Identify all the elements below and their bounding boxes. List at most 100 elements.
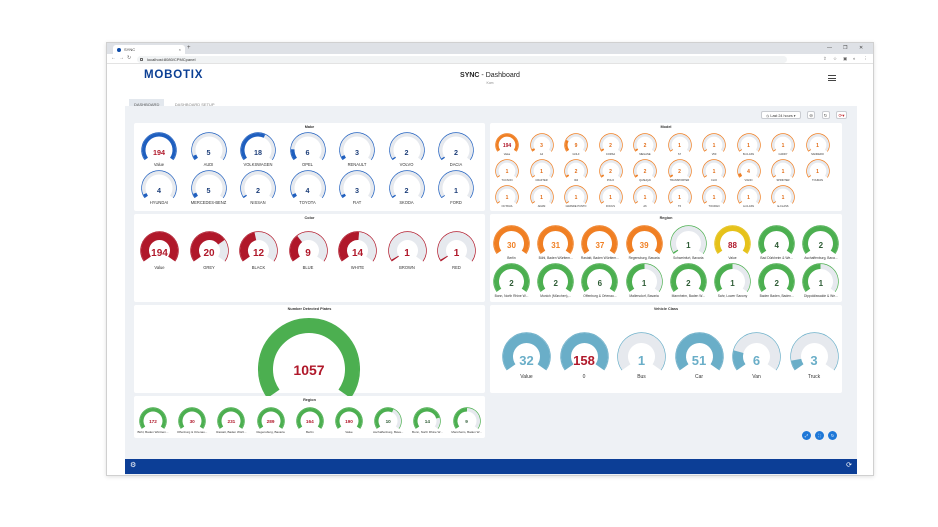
fullscreen-icon[interactable]: ⛶ [815, 431, 824, 440]
gauge[interactable]: 2 ID4 [564, 159, 588, 182]
gauge[interactable]: 1 Dippoldiswalde & We... [802, 263, 840, 298]
bookmark-star-icon[interactable]: ☆ [833, 56, 838, 61]
gauge[interactable]: 194 Value [141, 132, 177, 167]
gauge[interactable]: 4 TOYOTA [289, 170, 326, 205]
gauge[interactable]: 14 Bonn, North Rhine W... [412, 407, 443, 434]
gauge[interactable]: 194 Value [495, 133, 519, 156]
gauge[interactable]: 2 SKODA [388, 170, 425, 205]
gauge[interactable]: 1 ADAM [529, 185, 554, 208]
gauge[interactable]: 1 A-CLASS [736, 185, 761, 208]
gauge[interactable]: 12 BLACK [239, 231, 278, 270]
gauge[interactable]: 2 CORSA [598, 133, 623, 156]
gauge[interactable]: 18 VOLKSWAGEN [240, 132, 276, 167]
gauge[interactable]: 1 Schweinfurt, Bavaria [670, 225, 707, 260]
gauge[interactable]: 158 0 [559, 332, 609, 380]
gauge[interactable]: 9 Mannheim, Baden W... [451, 407, 482, 434]
gauge[interactable]: 1 S7 [667, 133, 692, 156]
browser-tab[interactable]: SYNC × [113, 45, 185, 54]
gauge[interactable]: 172 Bühl, Baden Württem... [137, 407, 169, 434]
gauge[interactable]: 1 Bus [617, 332, 666, 380]
gauge[interactable]: 88 Value [714, 225, 751, 260]
time-range-select[interactable]: ◷ Last 24 hours ▾ [761, 111, 801, 119]
zoom-out-icon[interactable]: ⊖ [807, 111, 816, 119]
gauge[interactable]: 1 TUCSON [495, 159, 519, 182]
gauge[interactable]: 2 TRANSPORTER [667, 159, 692, 182]
minimize-button[interactable]: — [827, 45, 832, 51]
gauge[interactable]: 5 MERCEDES-BENZ [191, 170, 227, 205]
gauge[interactable]: 3 A4 [529, 133, 554, 156]
gauge[interactable]: 14 WHITE [338, 231, 377, 270]
gauge[interactable]: 1 CRAFTER [529, 159, 554, 182]
reload-icon[interactable]: ↻ [127, 55, 132, 61]
close-window-button[interactable]: ✕ [859, 45, 864, 51]
gauge[interactable]: 39 Regensburg, Bavaria [625, 225, 663, 260]
gauge[interactable]: 2 DACIA [438, 132, 474, 167]
gauge[interactable]: 1 SPRINTER [771, 159, 795, 182]
new-tab-button[interactable]: + [187, 45, 191, 51]
auto-refresh-toggle-icon[interactable]: ⟳▾ [836, 111, 847, 119]
gauge[interactable]: 289 Regensburg, Bavaria [257, 407, 285, 434]
gauge[interactable]: 1 GRANDE PUNTO [564, 185, 588, 208]
gauge[interactable]: 3 FIAT [339, 170, 375, 205]
restore-button[interactable]: ❐ [843, 45, 848, 51]
gauge[interactable]: 2 Baden Baden, Baden... [758, 263, 795, 298]
gauge[interactable]: 1057 [258, 318, 360, 402]
gauge[interactable]: 31 Bühl, Baden Württem... [537, 225, 574, 260]
gauge[interactable]: 194 Value [140, 231, 179, 270]
gauge[interactable]: 2 Munich (München),... [537, 263, 574, 298]
gauge[interactable]: 2 Bonn, North Rhine W... [493, 263, 530, 298]
gauge[interactable]: 1 B-CLASS [736, 133, 761, 156]
gauge[interactable]: 9 BLUE [288, 231, 328, 270]
gauge[interactable]: 1 TOURAN [805, 159, 830, 182]
gauge[interactable]: 2 Mannheim, Baden W... [670, 263, 707, 298]
gauge[interactable]: 1 Sahr, Lower Saxony [714, 263, 751, 298]
gauge[interactable]: 30 Offenburg & Ortenau... [177, 407, 207, 434]
gauge[interactable]: 1 CADDY [771, 133, 795, 156]
gauge[interactable]: 32 Value [502, 332, 551, 380]
gauge[interactable]: 2 VOLVO [388, 132, 425, 167]
gauge[interactable]: 10 Aschaffenburg, Bava... [373, 407, 403, 434]
gauge[interactable]: 1 FORD [438, 170, 474, 205]
forward-arrow-icon[interactable]: → [119, 55, 124, 61]
gauge[interactable]: 3 RENAULT [339, 132, 375, 167]
refresh-panel-icon[interactable]: ↻ [821, 111, 830, 119]
gauge[interactable]: 1 Mallersdorf, Bavaria [625, 263, 663, 298]
settings-gear-icon[interactable]: ⚙ [130, 462, 137, 469]
gauge[interactable]: 231 Rastatt, Baden Würtl... [216, 407, 246, 434]
gauge[interactable]: 9 GOLF [564, 133, 588, 156]
gauge[interactable]: 1 RED [437, 231, 476, 270]
gauge[interactable]: 30 Berlin [493, 225, 530, 260]
gauge[interactable]: 1 CLIO [702, 159, 726, 182]
gauge[interactable]: 6 Offenburg & Ortenau... [581, 263, 619, 298]
gauge[interactable]: 4 VIANO [736, 159, 761, 182]
profile-icon[interactable]: ◐ [853, 56, 856, 61]
gauge[interactable]: 1 OCTAVIA [495, 185, 519, 208]
gauge[interactable]: 1 TOURAN [702, 185, 726, 208]
browser-menu-icon[interactable]: ⋮ [863, 56, 868, 61]
gauge[interactable]: 4 HYUNDAI [141, 170, 177, 205]
gauge[interactable]: 2 QASHQAI [633, 159, 657, 182]
url-field[interactable]: localhost:8080/CPMCpanel [137, 55, 787, 63]
footer-refresh-icon[interactable]: ⟳ [846, 462, 852, 469]
gauge[interactable]: 51 Car [674, 332, 724, 380]
gauge[interactable]: 37 Rastatt, Baden Württem... [581, 225, 619, 260]
gauge[interactable]: 6 Van [732, 332, 781, 380]
gauge[interactable]: 164 Berlin [296, 407, 324, 434]
gauge[interactable]: 2 MEGANE [633, 133, 657, 156]
gauge[interactable]: 4 Bad Dürkheim & We... [758, 225, 795, 260]
gauge[interactable]: 1 A6 [633, 185, 657, 208]
reload-fab-icon[interactable]: ↻ [828, 431, 837, 440]
gauge[interactable]: 1 BROWN [387, 231, 427, 270]
expand-icon[interactable]: ⤢ [802, 431, 811, 440]
back-arrow-icon[interactable]: ← [111, 55, 116, 61]
share-icon[interactable]: ⇪ [823, 56, 827, 61]
gauge[interactable]: 190 Value [335, 407, 363, 434]
gauge[interactable]: 1 T6 [667, 185, 692, 208]
gauge[interactable]: 20 GREY [189, 231, 229, 270]
gauge[interactable]: 6 OPEL [289, 132, 326, 167]
gauge[interactable]: 2 NISSAN [240, 170, 276, 205]
gauge[interactable]: 1 V60 [702, 133, 726, 156]
gauge[interactable]: 2 POLO [598, 159, 623, 182]
hamburger-menu-icon[interactable] [828, 75, 836, 83]
tab-close-icon[interactable]: × [178, 47, 181, 52]
